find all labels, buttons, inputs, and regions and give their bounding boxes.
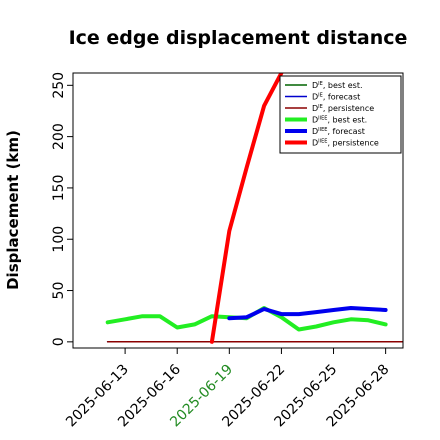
x-axis: 2025-06-132025-06-162025-06-192025-06-22… xyxy=(63,348,392,430)
chart-title: Ice edge displacement distance xyxy=(69,27,408,49)
y-axis-label: Displacement (km) xyxy=(4,130,22,290)
series-line-5 xyxy=(209,73,284,344)
series-layer xyxy=(105,73,403,344)
y-axis: 0 50 100 150 200 250 xyxy=(51,72,73,346)
y-tick-label: 150 xyxy=(51,175,67,202)
legend-label: DIIEE, persistence xyxy=(312,139,379,148)
legend-label: DIE, forecast xyxy=(312,93,360,102)
legend-label: DIIEE, best est. xyxy=(312,116,367,125)
plot-frame xyxy=(72,72,404,349)
legend: DIE, best est. DIE, forecast DIE, persiste… xyxy=(279,75,402,154)
y-tick-label: 200 xyxy=(51,123,67,150)
legend-box xyxy=(279,75,402,154)
legend-label: DIE, best est. xyxy=(312,81,363,90)
legend-label: DIE, persistence xyxy=(312,104,374,113)
y-tick-label: 100 xyxy=(51,226,67,253)
legend-label: DIIEE, forecast xyxy=(312,127,365,136)
y-tick-label: 0 xyxy=(51,337,67,346)
y-tick-label: 250 xyxy=(51,72,67,99)
series-line-4 xyxy=(227,306,388,321)
y-tick-label: 50 xyxy=(51,282,67,300)
plot-area xyxy=(72,72,404,349)
